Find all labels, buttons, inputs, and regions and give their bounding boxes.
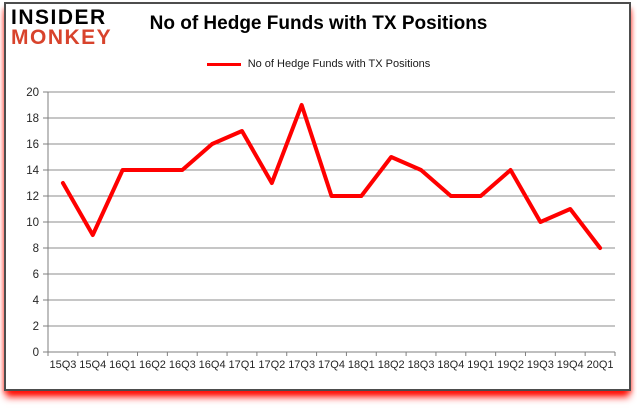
logo-insider-text: INSIDER xyxy=(11,6,107,29)
x-axis-label: 17Q1 xyxy=(229,359,256,371)
x-axis-label: 17Q2 xyxy=(258,359,285,371)
y-axis-label: 18 xyxy=(26,113,39,125)
insider-monkey-logo: INSIDER MONKEY xyxy=(11,6,113,49)
y-axis-label: 14 xyxy=(26,165,39,177)
x-axis-label: 15Q4 xyxy=(79,359,106,371)
x-axis-label: 16Q2 xyxy=(139,359,166,371)
x-axis-label: 15Q3 xyxy=(49,359,76,371)
y-axis-label: 16 xyxy=(26,139,39,151)
y-axis-label: 12 xyxy=(26,191,39,203)
x-axis-label: 17Q4 xyxy=(318,359,345,371)
legend-line-swatch-icon xyxy=(206,62,241,66)
x-axis-label: 17Q3 xyxy=(288,359,315,371)
data-line-series xyxy=(60,103,603,250)
x-axis-label: 18Q1 xyxy=(348,359,375,371)
legend: No of Hedge Funds with TX Positions xyxy=(0,58,637,70)
x-axis-label: 20Q1 xyxy=(587,359,614,371)
x-axis-label: 19Q4 xyxy=(557,359,584,371)
y-axis-label: 6 xyxy=(33,269,39,281)
y-axis-label: 2 xyxy=(33,321,39,333)
x-axis-label: 19Q1 xyxy=(467,359,494,371)
y-axis-label: 0 xyxy=(33,347,39,359)
y-axis-label: 8 xyxy=(33,243,39,255)
x-axis-label: 19Q2 xyxy=(497,359,524,371)
x-axis-label: 18Q2 xyxy=(378,359,405,371)
y-axis-label: 20 xyxy=(26,87,39,99)
x-axis-label: 16Q1 xyxy=(109,359,136,371)
x-axis-label: 19Q3 xyxy=(527,359,554,371)
logo-monkey-text: MONKEY xyxy=(11,25,113,49)
x-axis-label: 18Q3 xyxy=(408,359,435,371)
legend-label: No of Hedge Funds with TX Positions xyxy=(247,58,431,70)
x-axis-label: 16Q4 xyxy=(199,359,226,371)
x-axis-label: 16Q3 xyxy=(169,359,196,371)
chart-title: No of Hedge Funds with TX Positions xyxy=(149,13,488,34)
y-axis-label: 4 xyxy=(33,295,40,307)
y-axis-label: 10 xyxy=(26,217,39,229)
x-axis-label: 18Q4 xyxy=(437,359,464,371)
